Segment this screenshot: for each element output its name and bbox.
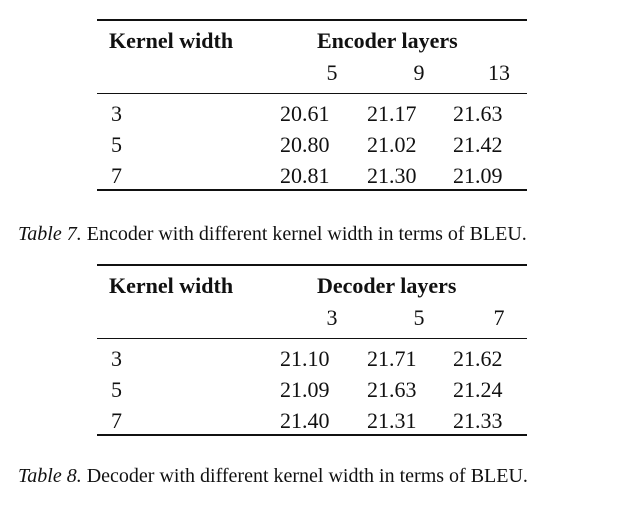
caption-text: Decoder with different kernel width in t… [81,465,528,487]
table-top-rule [97,264,527,266]
table-row: 3 20.61 21.17 21.63 [97,101,527,131]
table-cell: 20.80 [280,132,330,157]
table-7: Kernel width Encoder layers 5 9 13 3 20.… [97,0,527,191]
subheader-layers: 13 [488,60,510,85]
table-row: 5 21.09 21.63 21.24 [97,377,527,407]
table-bottom-rule [97,434,527,436]
subheader-layers: 9 [413,60,425,85]
subheader-layers: 7 [493,305,505,330]
table-cell: 21.10 [280,346,330,371]
table-cell: 21.62 [453,346,503,371]
row-label: 5 [111,377,122,402]
row-label: 3 [111,346,122,371]
table-cell: 21.40 [280,408,330,433]
table-row: 5 20.80 21.02 21.42 [97,132,527,162]
column-header-kernel-width: Kernel width [109,273,234,298]
table-cell: 21.09 [453,163,503,188]
table-cell: 21.17 [367,101,417,126]
table-cell: 21.02 [367,132,417,157]
table-row: 7 20.81 21.30 21.09 [97,163,527,193]
table-cell: 21.63 [453,101,503,126]
caption-label: Table 8. [18,465,82,487]
subheader-layers: 5 [413,305,425,330]
table-bottom-rule [97,189,527,191]
table-cell: 21.71 [367,346,417,371]
row-label: 7 [111,408,122,433]
table-8-caption: Table 8. Decoder with different kernel w… [18,464,528,488]
table-cell: 20.61 [280,101,330,126]
table-cell: 21.24 [453,377,503,402]
subheader-layers: 5 [326,60,338,85]
row-label: 5 [111,132,122,157]
group-header-decoder-layers: Decoder layers [317,273,457,298]
table-cell: 21.42 [453,132,503,157]
row-label: 3 [111,101,122,126]
row-label: 7 [111,163,122,188]
table-cell: 21.63 [367,377,417,402]
table-mid-rule [97,93,527,94]
caption-text: Encoder with different kernel width in t… [81,223,527,245]
group-header-encoder-layers: Encoder layers [317,28,458,53]
table-row: 3 21.10 21.71 21.62 [97,346,527,376]
table-top-rule [97,19,527,21]
subheader-layers: 3 [326,305,338,330]
table-row: 7 21.40 21.31 21.33 [97,408,527,438]
table-cell: 21.33 [453,408,503,433]
table-cell: 21.09 [280,377,330,402]
table-cell: 20.81 [280,163,330,188]
table-mid-rule [97,338,527,339]
table-7-caption: Table 7. Encoder with different kernel w… [18,222,527,246]
table-cell: 21.30 [367,163,417,188]
table-cell: 21.31 [367,408,417,433]
column-header-kernel-width: Kernel width [109,28,234,53]
caption-label: Table 7. [18,223,82,245]
table-8: Kernel width Decoder layers 3 5 7 3 21.1… [97,245,527,436]
